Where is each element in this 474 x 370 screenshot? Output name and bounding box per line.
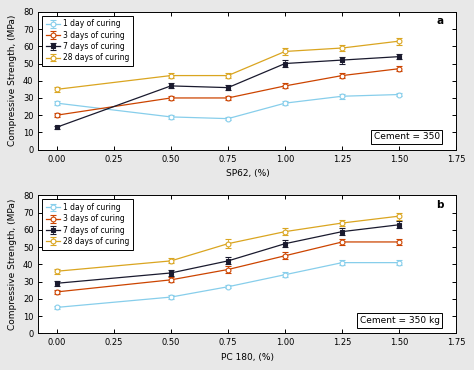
Text: Cement = 350 kg: Cement = 350 kg <box>360 316 440 325</box>
X-axis label: SP62, (%): SP62, (%) <box>226 169 269 178</box>
Text: a: a <box>437 16 444 26</box>
Y-axis label: Compressive Strength, (MPa): Compressive Strength, (MPa) <box>9 15 18 147</box>
X-axis label: PC 180, (%): PC 180, (%) <box>221 353 274 361</box>
Text: b: b <box>437 199 444 209</box>
Legend: 1 day of curing, 3 days of curing, 7 days of curing, 28 days of curing: 1 day of curing, 3 days of curing, 7 day… <box>42 199 133 250</box>
Text: Cement = 350: Cement = 350 <box>374 132 440 141</box>
Y-axis label: Compressive Strength, (MPa): Compressive Strength, (MPa) <box>9 199 18 330</box>
Legend: 1 day of curing, 3 days of curing, 7 days of curing, 28 days of curing: 1 day of curing, 3 days of curing, 7 day… <box>42 16 133 66</box>
